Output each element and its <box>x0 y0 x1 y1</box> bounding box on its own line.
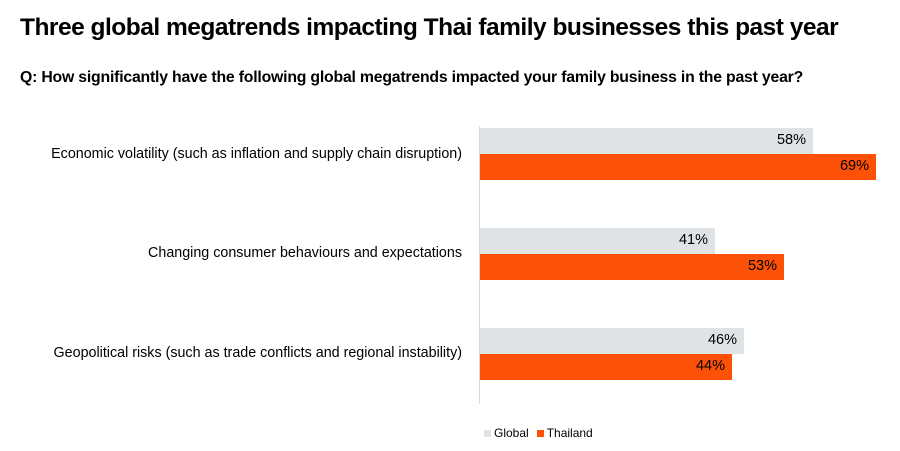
bar-global-consumer-behaviours: 41% <box>480 228 715 254</box>
bar-value-label: 44% <box>695 358 725 374</box>
bar-thailand-consumer-behaviours: 53% <box>480 254 784 280</box>
bar-value-label: 53% <box>747 258 777 274</box>
bar-global-geopolitical-risks: 46% <box>480 328 744 354</box>
chart-legend: Global Thailand <box>484 426 601 440</box>
legend-swatch-global-icon <box>484 429 491 437</box>
legend-item-thailand: Thailand <box>536 426 593 440</box>
category-label-geopolitical-risks: Geopolitical risks (such as trade confli… <box>53 345 462 361</box>
category-label-consumer-behaviours: Changing consumer behaviours and expecta… <box>148 245 462 261</box>
bar-thailand-geopolitical-risks: 44% <box>480 354 732 380</box>
y-axis-line <box>479 126 480 404</box>
legend-swatch-thailand-icon <box>536 429 544 437</box>
legend-item-global: Global <box>484 426 529 440</box>
chart-title: Three global megatrends impacting Thai f… <box>20 14 839 41</box>
bar-global-economic-volatility: 58% <box>480 128 813 154</box>
legend-label-global: Global <box>494 426 529 440</box>
bar-value-label: 41% <box>678 232 708 248</box>
bar-value-label: 69% <box>839 158 869 174</box>
chart-subtitle-question: Q: How significantly have the following … <box>20 69 804 86</box>
bar-thailand-economic-volatility: 69% <box>480 154 876 180</box>
category-label-economic-volatility: Economic volatility (such as inflation a… <box>51 146 462 162</box>
bar-value-label: 58% <box>776 132 806 148</box>
bar-value-label: 46% <box>707 332 737 348</box>
legend-label-thailand: Thailand <box>546 426 593 440</box>
